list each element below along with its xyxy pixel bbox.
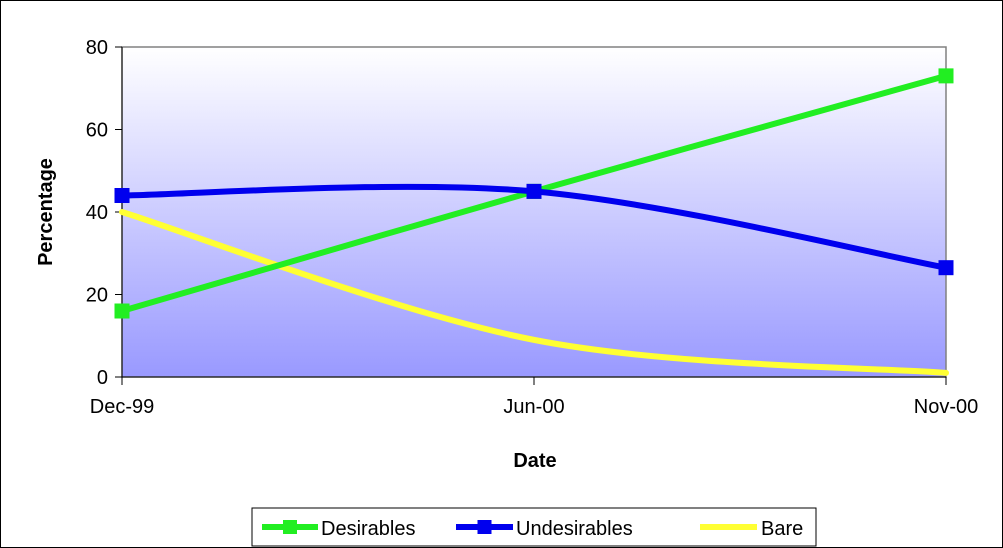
legend-entry-desirables: Desirables <box>262 518 415 540</box>
x-tick-label: Dec-99 <box>90 396 154 418</box>
series-line <box>119 209 949 376</box>
legend-entry-bare: Bare <box>700 518 803 540</box>
data-point-marker <box>938 260 954 276</box>
series-layer <box>114 68 954 376</box>
x-tick-label: Nov-00 <box>914 396 978 418</box>
plot-area <box>121 46 947 378</box>
y-tick-label: 80 <box>86 37 108 59</box>
data-point-marker <box>938 68 954 84</box>
legend-swatch-marker <box>283 520 297 534</box>
legend-label: Desirables <box>321 518 415 540</box>
legend-entry-undesirables: Undesirables <box>456 518 633 540</box>
x-axis-title: Date <box>513 450 556 472</box>
y-tick-label: 20 <box>86 285 108 307</box>
data-point-marker <box>526 183 542 199</box>
y-axis-title: Percentage <box>35 158 57 266</box>
y-axis-ticks: 0 20 40 60 80 <box>86 37 122 389</box>
data-point-marker <box>114 303 130 319</box>
legend-label: Bare <box>761 518 803 540</box>
data-point-marker <box>114 188 130 203</box>
legend-label: Undesirables <box>516 518 633 540</box>
x-tick-label: Jun-00 <box>503 396 564 418</box>
series-undesirables <box>114 183 954 276</box>
y-tick-label: 0 <box>97 367 108 389</box>
y-tick-label: 40 <box>86 202 108 224</box>
legend-swatch-marker <box>477 520 492 534</box>
y-tick-label: 60 <box>86 120 108 142</box>
legend: Desirables Undesirables Bare <box>251 507 817 547</box>
x-axis-ticks: Dec-99 Jun-00 Nov-00 <box>90 377 978 418</box>
series-bare <box>119 209 949 376</box>
